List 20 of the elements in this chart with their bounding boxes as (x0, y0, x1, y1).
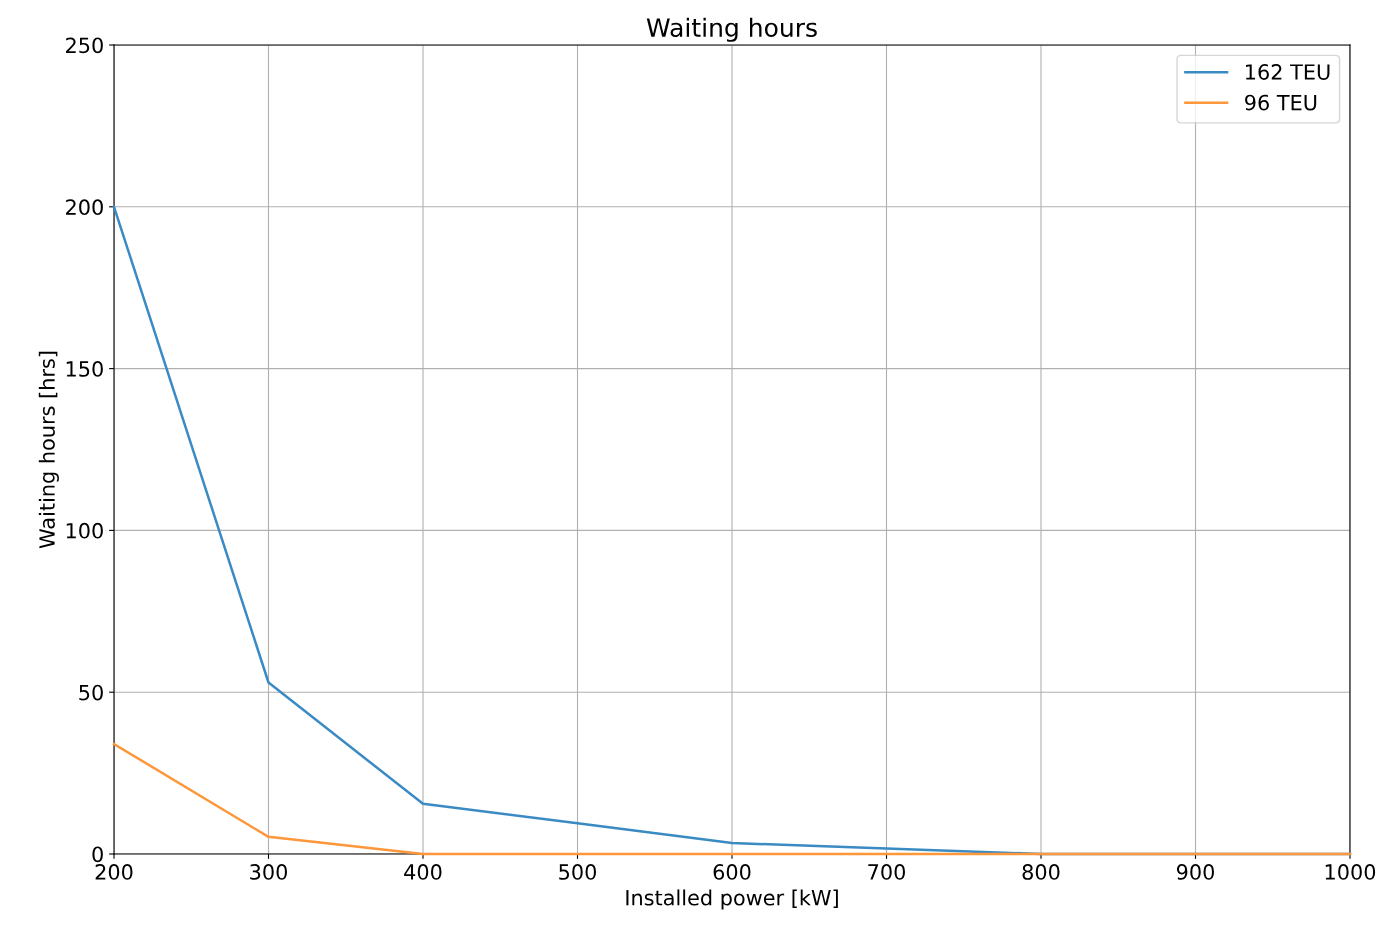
y-tick-label: 250 (66, 37, 103, 54)
x-tick-label: 500 (559, 864, 596, 880)
y-tick-label: 0 (92, 846, 103, 863)
x-tick-label: 600 (713, 864, 751, 880)
x-tick-label: 800 (1022, 864, 1060, 880)
x-tick-label: 400 (404, 864, 442, 880)
x-tick-label: 700 (868, 864, 905, 880)
y-tick-label: 100 (66, 522, 103, 539)
chart-title: Waiting hours (646, 17, 817, 42)
y-tick-label: 200 (66, 199, 103, 216)
y-axis-title: Waiting hours [hrs] (38, 351, 59, 549)
y-tick-label: 150 (66, 361, 103, 377)
legend-label: 162 TEU (1246, 64, 1330, 80)
x-tick-label: 300 (250, 864, 287, 880)
x-axis-title: Installed power [kW] (626, 889, 838, 910)
x-tick-label: 900 (1176, 864, 1214, 880)
y-tick-label: 50 (79, 684, 103, 701)
x-tick-label: 1000 (1325, 864, 1376, 880)
x-tick-label: 200 (95, 864, 133, 880)
legend-label: 96 TEU (1245, 94, 1317, 111)
